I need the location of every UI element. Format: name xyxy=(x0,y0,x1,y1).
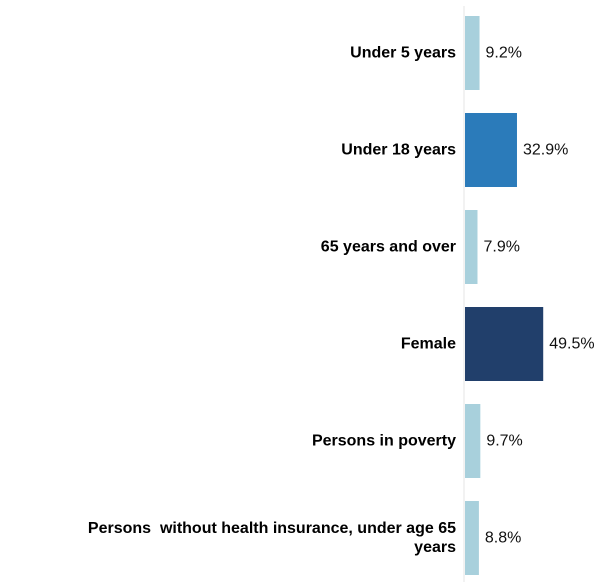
bar xyxy=(465,501,479,575)
bar-value-label: 32.9% xyxy=(523,142,568,159)
bar xyxy=(465,16,480,90)
category-label: 65 years and over xyxy=(321,239,456,256)
bar xyxy=(465,210,478,284)
bar xyxy=(465,113,517,187)
category-label: Female xyxy=(401,336,456,353)
bar xyxy=(465,404,481,478)
bar-value-label: 9.2% xyxy=(486,45,522,62)
bar-value-label: 7.9% xyxy=(483,239,519,256)
category-label: Persons in poverty xyxy=(312,433,456,450)
bar-value-label: 49.5% xyxy=(549,336,594,353)
category-label: Under 18 years xyxy=(341,142,456,159)
bar-value-label: 8.8% xyxy=(485,530,521,547)
bar xyxy=(465,307,544,381)
category-label: years xyxy=(414,539,456,556)
category-label: Under 5 years xyxy=(350,45,456,62)
bar-value-label: 9.7% xyxy=(486,433,522,450)
bars-group: 9.2% Under 5 years 32.9% Under 18 years 7.9%… xyxy=(88,16,595,575)
category-label: Persons without health insurance, under … xyxy=(88,520,456,537)
